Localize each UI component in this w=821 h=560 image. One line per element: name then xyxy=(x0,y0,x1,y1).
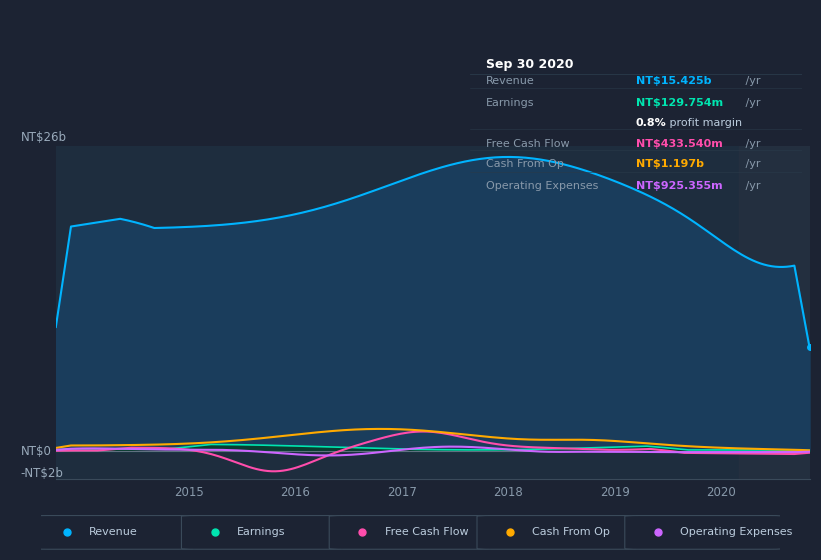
Text: NT$26b: NT$26b xyxy=(21,130,67,144)
Text: Operating Expenses: Operating Expenses xyxy=(486,181,599,192)
Text: NT$129.754m: NT$129.754m xyxy=(635,98,723,108)
Bar xyxy=(739,146,810,479)
Text: NT$0: NT$0 xyxy=(21,445,52,458)
Text: NT$925.355m: NT$925.355m xyxy=(635,181,722,192)
Text: Sep 30 2020: Sep 30 2020 xyxy=(486,58,574,72)
Text: /yr: /yr xyxy=(742,159,761,169)
Text: profit margin: profit margin xyxy=(666,118,742,128)
Text: Operating Expenses: Operating Expenses xyxy=(681,527,792,537)
FancyBboxPatch shape xyxy=(329,516,488,549)
Text: Cash From Op: Cash From Op xyxy=(486,159,564,169)
FancyBboxPatch shape xyxy=(181,516,341,549)
FancyBboxPatch shape xyxy=(477,516,636,549)
Text: 0.8%: 0.8% xyxy=(635,118,667,128)
Text: Revenue: Revenue xyxy=(486,76,535,86)
Text: Cash From Op: Cash From Op xyxy=(533,527,610,537)
Text: Revenue: Revenue xyxy=(89,527,138,537)
FancyBboxPatch shape xyxy=(625,516,784,549)
Text: Free Cash Flow: Free Cash Flow xyxy=(385,527,468,537)
Text: NT$15.425b: NT$15.425b xyxy=(635,76,711,86)
Text: -NT$2b: -NT$2b xyxy=(21,466,63,480)
Text: /yr: /yr xyxy=(742,181,761,192)
Text: NT$1.197b: NT$1.197b xyxy=(635,159,704,169)
Text: Earnings: Earnings xyxy=(237,527,286,537)
Text: NT$433.540m: NT$433.540m xyxy=(635,139,722,149)
Text: /yr: /yr xyxy=(742,76,761,86)
Text: /yr: /yr xyxy=(742,98,761,108)
Text: /yr: /yr xyxy=(742,139,761,149)
FancyBboxPatch shape xyxy=(34,516,193,549)
Text: Earnings: Earnings xyxy=(486,98,534,108)
Text: Free Cash Flow: Free Cash Flow xyxy=(486,139,570,149)
